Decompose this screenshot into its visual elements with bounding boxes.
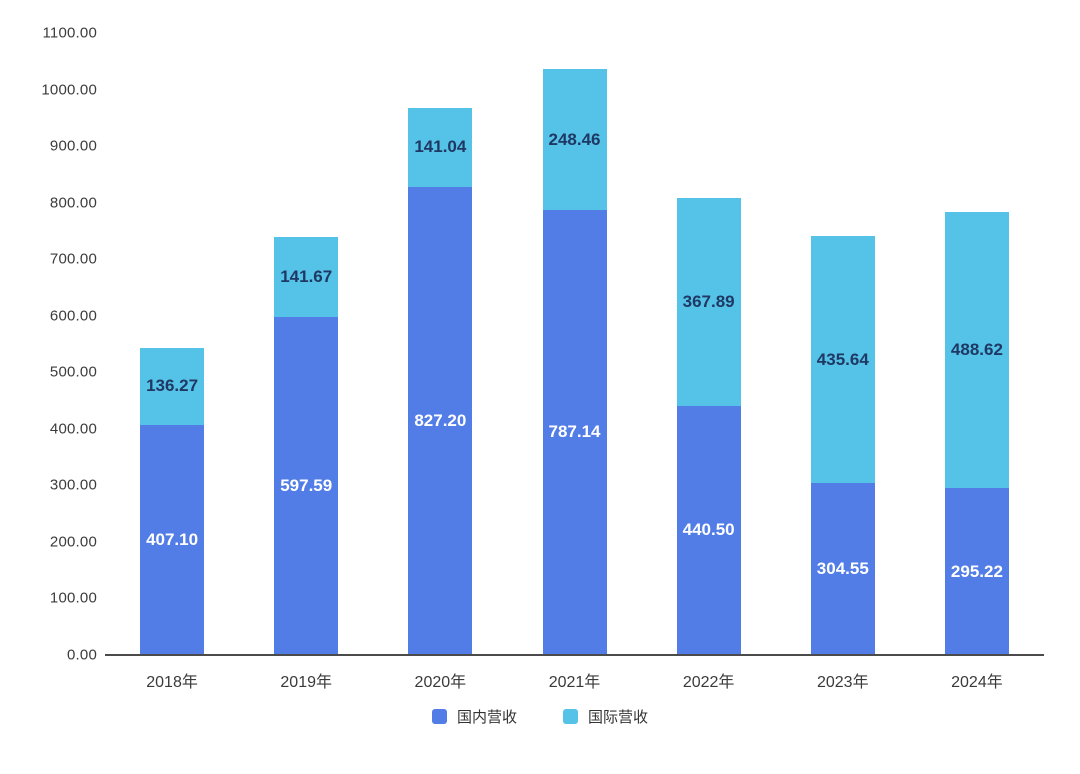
bar-value-label: 248.46 [548,129,601,149]
x-axis-label: 2021年 [548,674,601,691]
y-tick-label: 400.00 [49,420,97,438]
x-axis-label: 2018年 [146,674,198,691]
x-axis-label: 2022年 [682,674,735,691]
bar-segment-international [676,197,741,406]
bar-segment-domestic [274,317,339,655]
legend-swatch [563,709,578,724]
bar-segment-international [810,236,875,483]
y-tick-label: 700.00 [49,250,97,268]
x-axis-label: 2024年 [951,674,1003,691]
bar-value-label: 407.10 [146,529,199,549]
legend-item: 国内营收 [431,706,517,727]
legend-label: 国内营收 [456,709,517,726]
x-axis-line [105,654,1044,656]
bar-segment-domestic [140,424,205,655]
bar-value-label: 787.14 [548,422,601,442]
bar-segment-international [408,107,473,188]
y-tick-label: 0.00 [67,646,97,664]
y-tick-label: 1000.00 [41,81,97,99]
legend-label: 国际营收 [588,709,649,726]
bar-value-label: 488.62 [950,339,1003,359]
bar-value-label: 827.20 [414,411,467,431]
bar-segment-domestic [810,482,875,655]
x-axis-label: 2020年 [414,674,467,691]
bar-value-label: 304.55 [816,558,869,578]
legend-item: 国际营收 [563,706,648,727]
bar-segment-international [274,236,339,318]
y-tick-label: 100.00 [49,589,97,607]
y-tick-label: 300.00 [49,476,97,494]
y-tick-label: 800.00 [49,194,97,212]
bar-segment-international [140,347,205,425]
bar-segment-domestic [944,488,1009,655]
bar-segment-domestic [542,209,607,655]
bar-value-label: 435.64 [816,349,869,369]
x-axis-label: 2019年 [280,674,333,691]
bar-segment-domestic [408,187,473,655]
x-axis-label: 2023年 [816,674,869,691]
bar-segment-international [944,211,1009,489]
bar-value-label: 136.27 [146,376,199,396]
bar-value-label: 141.04 [414,137,467,157]
bar-segment-international [542,69,607,210]
bar-value-label: 295.22 [950,561,1003,581]
y-tick-label: 900.00 [49,137,97,155]
legend-swatch [431,709,447,724]
bar-value-label: 141.67 [280,267,333,287]
bar-value-label: 440.50 [682,520,735,540]
y-tick-label: 200.00 [49,533,97,551]
y-tick-label: 1100.00 [42,24,97,42]
bar-segment-domestic [676,405,741,655]
y-tick-label: 500.00 [49,363,97,381]
legend: 国内营收 国际营收 [0,706,1080,727]
y-tick-label: 600.00 [49,307,97,325]
bar-value-label: 367.89 [682,291,735,311]
bar-value-label: 597.59 [280,476,333,496]
